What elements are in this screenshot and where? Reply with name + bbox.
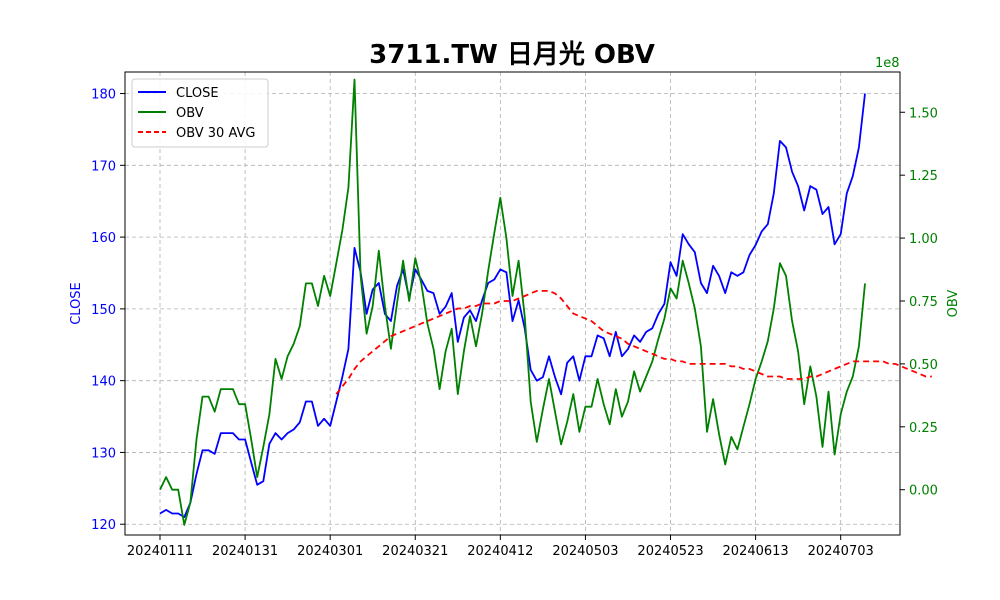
legend-box [131,78,269,148]
y-left-tick-label: 120 [91,518,116,533]
legend: CLOSE OBV OBV 30 AVG [131,78,269,148]
y-left-tick-label: 140 [91,375,116,390]
y-right-tick-label: 0.25 [909,421,938,436]
plot-frame [124,71,901,536]
y-right-axis-label: OBV [946,290,961,318]
close-series-line [159,93,866,518]
grid-layer [125,72,900,535]
x-tick-label: 20240703 [808,544,874,559]
y-left-tick-label: 180 [91,88,116,103]
series-layer [159,78,932,526]
x-tick-label: 20240503 [552,544,618,559]
x-tick-label: 20240131 [212,544,278,559]
y-left-tick-label: 170 [91,159,116,174]
obv-series-line [159,78,866,526]
x-tick-label: 20240321 [382,544,448,559]
x-tick-label: 20240301 [297,544,363,559]
y-left-tick-label: 150 [91,303,116,318]
y-right-tick-label: 0.75 [909,295,938,310]
legend-label: OBV 30 AVG [176,126,255,141]
y-right-tick-label: 1.50 [909,106,938,121]
y-left-tick-label: 160 [91,231,116,246]
legend-label: CLOSE [176,86,219,101]
x-tick-label: 20240412 [467,544,533,559]
legend-label: OBV [176,106,204,121]
y-right-offset-text: 1e8 [875,56,900,71]
y-right-tick-label: 1.00 [909,232,938,247]
y-left-axis-label: CLOSE [69,282,84,325]
x-tick-label: 20240111 [127,544,193,559]
axis-layer: 20240111 20240131 20240301 20240321 20240412… [69,56,961,559]
x-tick-label: 20240613 [723,544,789,559]
y-right-tick-label: 1.25 [909,169,938,184]
x-tick-label: 20240523 [637,544,703,559]
y-right-tick-label: 0.50 [909,358,938,373]
chart-title: 3711.TW 日月光 OBV [369,40,655,70]
obv-30-avg-series-line [335,289,932,395]
y-left-tick-label: 130 [91,446,116,461]
y-right-tick-label: 0.00 [909,484,938,499]
